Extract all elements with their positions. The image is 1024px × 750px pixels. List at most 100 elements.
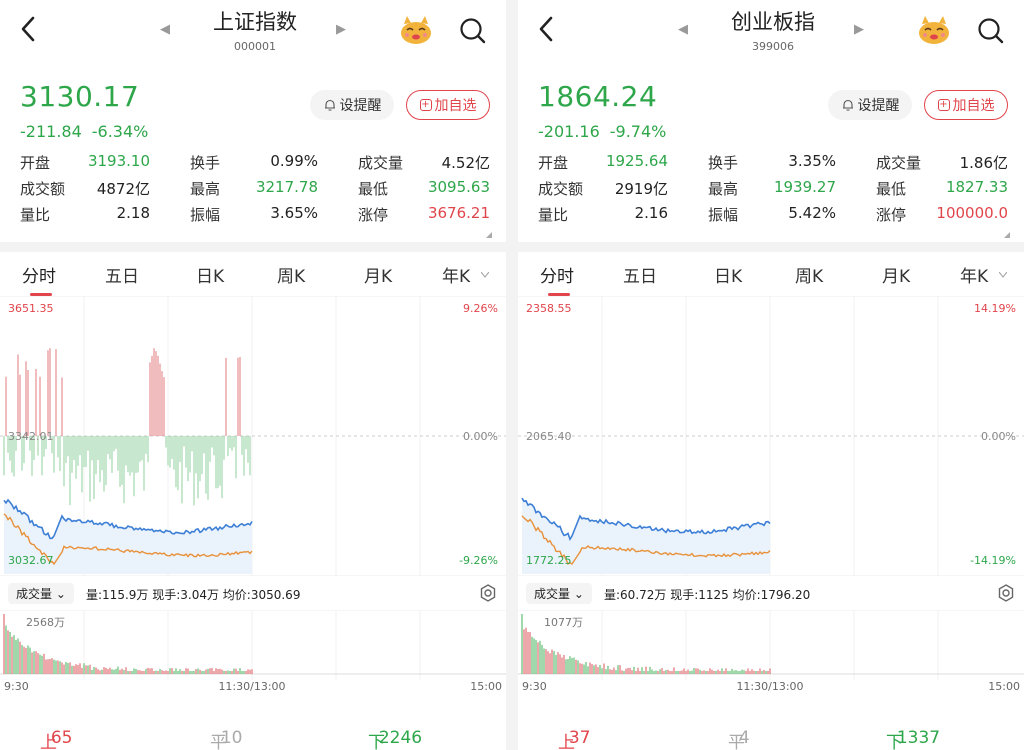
axis-top-right: 14.19% [974, 302, 1016, 315]
time-end: 15:00 [470, 680, 502, 693]
index-code: 399006 [752, 40, 794, 53]
chevron-down-icon[interactable] [999, 272, 1007, 278]
chevron-down-icon[interactable] [481, 272, 489, 278]
bell-icon [324, 99, 335, 111]
back-icon[interactable] [536, 14, 556, 53]
down-value: 2246家 [378, 728, 423, 748]
mascot-icon[interactable] [398, 14, 434, 46]
volume-summary: 量:60.72万 现手:1125 均价:1796.20 [604, 588, 811, 602]
tab-intraday[interactable]: 分时 [540, 267, 574, 287]
set-alert-button[interactable]: 设提醒 [828, 90, 912, 120]
axis-mid-left: 2065.40 [526, 430, 572, 443]
stat-label: 成交额 [538, 180, 584, 198]
header: ◀ 上证指数 000001 ▶ [0, 0, 506, 70]
stat-value: 4.52亿 [441, 154, 490, 172]
tab-monthly-k[interactable]: 月K [364, 267, 393, 287]
index-title: 创业板指 [731, 10, 815, 34]
volume-selector[interactable]: 成交量 ⌄ [526, 583, 592, 604]
index-code: 000001 [234, 40, 276, 53]
prev-index-icon[interactable]: ◀ [160, 22, 170, 37]
stat-label: 涨停 [876, 206, 907, 224]
prev-index-icon[interactable]: ◀ [678, 22, 688, 37]
stat-label: 开盘 [20, 154, 51, 172]
index-panel-shanghai: ◀ 上证指数 000001 ▶ 3130.17 -211.84 -6.34% 设提… [0, 0, 506, 750]
price-change: -201.16 -9.74% [538, 122, 676, 141]
down-label: 下跌 [368, 733, 385, 750]
stat-label: 量比 [538, 206, 569, 224]
up-value: 65家 [50, 728, 73, 748]
tab-yearly-k[interactable]: 年K [960, 267, 989, 287]
stat-value: 100000.0 [936, 204, 1008, 222]
gear-icon[interactable] [996, 583, 1016, 603]
up-count[interactable]: 上涨 65家 [40, 714, 72, 750]
stat-value: 3217.78 [255, 178, 318, 196]
axis-top-left: 3651.35 [8, 302, 54, 315]
chart-tabs: 分时 五日 日K 周K 月K 年K [0, 254, 506, 296]
mascot-icon[interactable] [916, 14, 952, 46]
average-price-line [3, 513, 253, 566]
stats-grid: 开盘 3193.10 换手 0.99% 成交量 4.52亿 成交额 4872亿 … [20, 152, 490, 230]
stat-value: 5.42% [788, 204, 836, 222]
tab-yearly-k[interactable]: 年K [442, 267, 471, 287]
expand-corner-icon[interactable] [1004, 232, 1010, 238]
change-value: -201.16 [538, 122, 600, 141]
tab-daily-k[interactable]: 日K [714, 267, 743, 287]
stat-label: 最低 [876, 180, 907, 198]
stat-value: 3193.10 [87, 152, 150, 170]
down-count[interactable]: 下跌 1337家 [886, 714, 940, 750]
axis-top-left: 2358.55 [526, 302, 572, 315]
stat-value: 0.99% [270, 152, 318, 170]
stats-row: 成交额 2919亿 最高 1939.27 最低 1827.33 [538, 178, 1008, 204]
axis-bottom-right: -9.26% [459, 554, 498, 567]
stat-value: 2919亿 [614, 180, 668, 198]
up-label: 上涨 [40, 733, 57, 750]
time-start: 9:30 [522, 680, 547, 693]
next-index-icon[interactable]: ▶ [854, 22, 864, 37]
tab-five-day[interactable]: 五日 [623, 267, 657, 287]
tab-monthly-k[interactable]: 月K [882, 267, 911, 287]
up-label: 上涨 [558, 733, 575, 750]
intraday-chart[interactable]: 2358.55 14.19% 2065.40 0.00% 1772.25 -14.19% [518, 296, 1024, 576]
add-watchlist-button[interactable]: + 加自选 [924, 90, 1008, 120]
volume-selector[interactable]: 成交量 ⌄ [8, 583, 74, 604]
gear-icon[interactable] [478, 583, 498, 603]
stat-label: 换手 [708, 154, 739, 172]
market-breadth: 上涨 37家 平盘 4家 下跌 1337家 [518, 700, 1024, 750]
add-watchlist-button[interactable]: + 加自选 [406, 90, 490, 120]
tab-intraday[interactable]: 分时 [22, 267, 56, 287]
next-index-icon[interactable]: ▶ [336, 22, 346, 37]
down-count[interactable]: 下跌 2246家 [368, 714, 422, 750]
tab-daily-k[interactable]: 日K [196, 267, 225, 287]
volume-summary: 量:115.9万 现手:3.04万 均价:3050.69 [86, 588, 301, 602]
flat-label: 平盘 [728, 733, 745, 750]
tab-five-day[interactable]: 五日 [105, 267, 139, 287]
flat-value: 10家 [220, 728, 243, 748]
back-icon[interactable] [18, 14, 38, 53]
stat-label: 振幅 [190, 206, 221, 224]
stat-value: 1.86亿 [959, 154, 1008, 172]
up-count[interactable]: 上涨 37家 [558, 714, 590, 750]
stat-label: 开盘 [538, 154, 569, 172]
tab-weekly-k[interactable]: 周K [795, 267, 824, 287]
stat-value: 1939.27 [773, 178, 836, 196]
flat-count[interactable]: 平盘 4家 [728, 714, 750, 750]
stat-value: 3676.21 [427, 204, 490, 222]
axis-mid-right: 0.00% [981, 430, 1016, 443]
expand-corner-icon[interactable] [486, 232, 492, 238]
add-watchlist-label: 加自选 [952, 98, 995, 114]
volume-max-label: 2568万 [26, 616, 65, 629]
search-icon[interactable] [976, 16, 1006, 46]
volume-chart: 1077万 9:30 11:30/13:00 15:00 [518, 610, 1024, 693]
volume-chart: 2568万 9:30 11:30/13:00 15:00 [0, 610, 506, 693]
search-icon[interactable] [458, 16, 488, 46]
intraday-chart[interactable]: 3651.35 9.26% 3342.01 0.00% 3032.67 -9.26% [0, 296, 506, 576]
flat-count[interactable]: 平盘 10家 [210, 714, 242, 750]
bell-icon [842, 99, 853, 111]
stat-label: 涨停 [358, 206, 389, 224]
header: ◀ 创业板指 399006 ▶ [518, 0, 1024, 70]
tab-weekly-k[interactable]: 周K [277, 267, 306, 287]
stat-value: 4872亿 [96, 180, 150, 198]
stat-label: 最高 [708, 180, 739, 198]
stat-value: 2.18 [116, 204, 150, 222]
set-alert-button[interactable]: 设提醒 [310, 90, 394, 120]
